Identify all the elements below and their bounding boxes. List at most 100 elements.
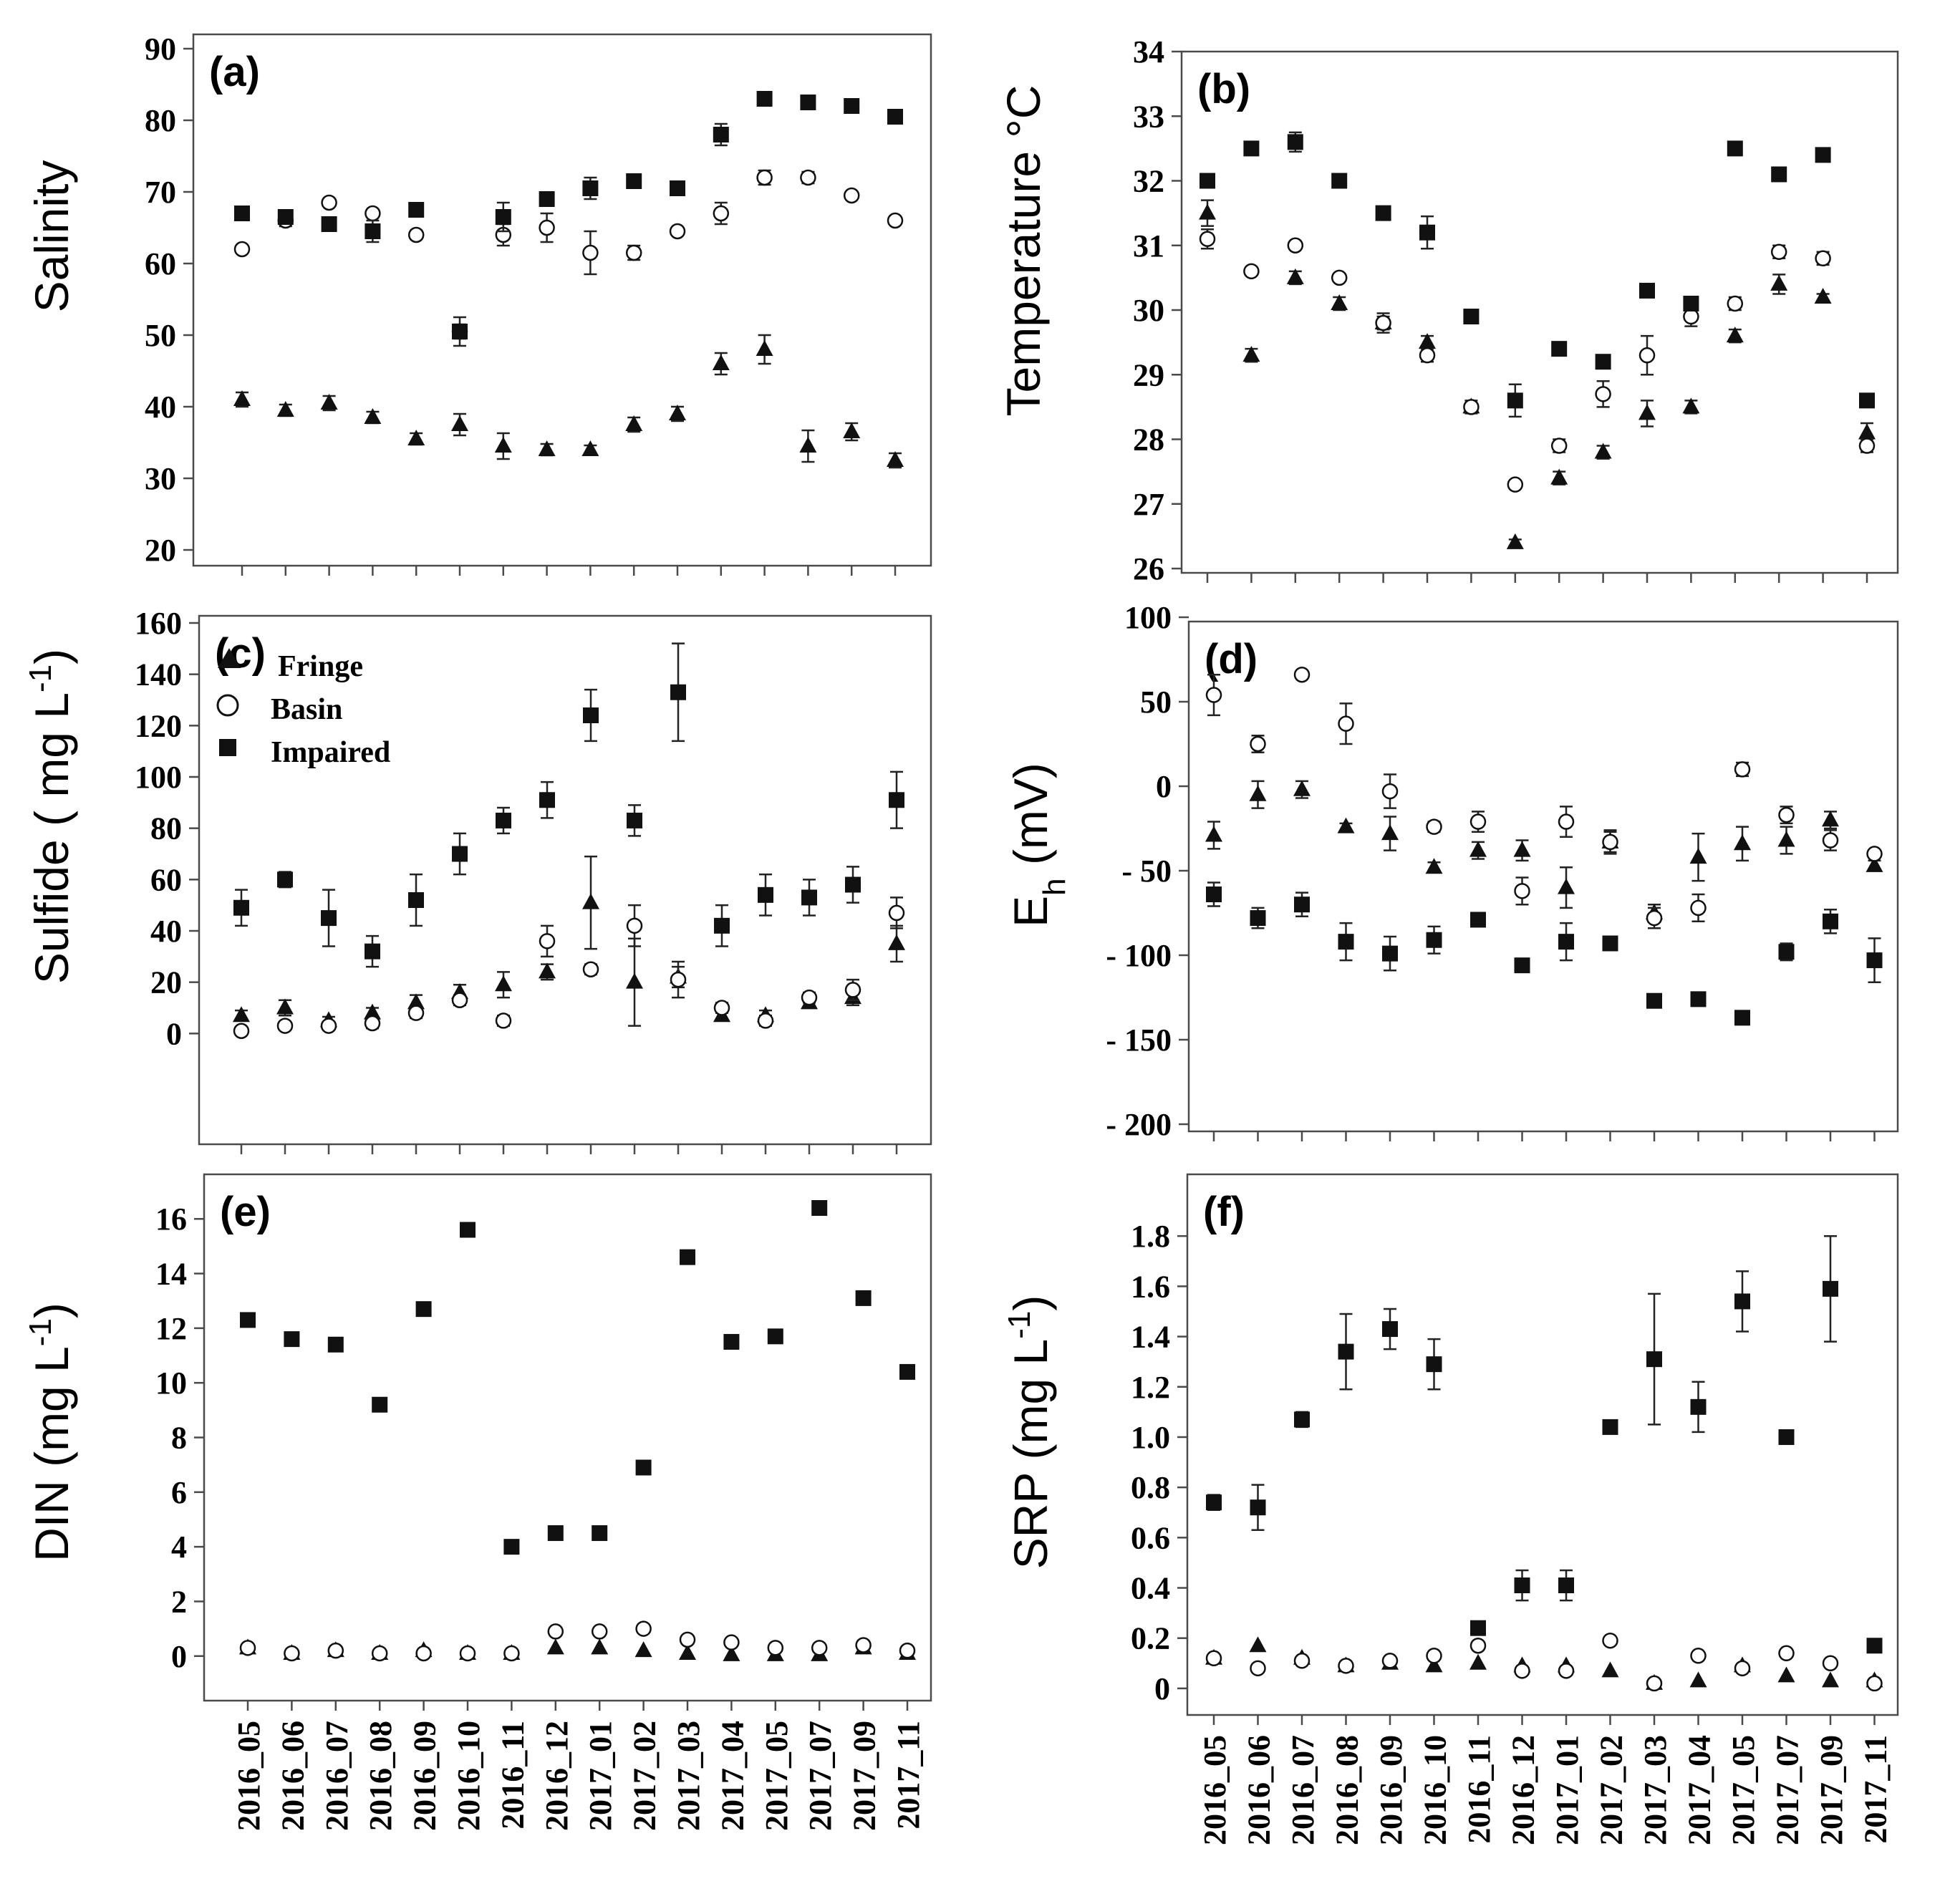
data-point-fringe	[276, 998, 294, 1015]
data-point-impaired	[1206, 886, 1222, 903]
x-tick-label: 2016_07	[319, 1721, 354, 1831]
data-point-basin	[1287, 237, 1304, 253]
series-impaired	[1200, 131, 1875, 418]
data-point-fringe	[1822, 1671, 1839, 1688]
x-tick-label: 2016_06	[1242, 1735, 1277, 1845]
data-point-fringe	[1249, 785, 1267, 801]
y-tick-label: 160	[135, 606, 182, 641]
data-point-impaired	[1734, 1293, 1750, 1310]
y-tick-label: 8	[171, 1421, 187, 1456]
y-tick-label: 50	[1140, 685, 1172, 720]
data-point-fringe	[1822, 811, 1839, 827]
data-point-impaired	[1866, 952, 1883, 969]
data-point-impaired	[1507, 392, 1523, 409]
data-point-impaired	[635, 1459, 652, 1476]
data-point-impaired	[723, 1333, 740, 1350]
data-point-basin	[1858, 438, 1876, 454]
y-tick-label: 14	[155, 1257, 187, 1292]
data-point-basin	[1205, 687, 1222, 703]
data-point-basin	[1734, 1660, 1751, 1677]
panel-frame	[1187, 620, 1899, 1133]
data-point-basin	[503, 1645, 520, 1662]
data-point-basin	[364, 1015, 381, 1032]
data-point-impaired	[1727, 140, 1743, 157]
series-impaired	[1206, 1234, 1883, 1654]
y-tick-label: 140	[135, 657, 182, 692]
data-point-basin	[591, 1623, 608, 1640]
data-point-basin	[1734, 761, 1751, 778]
data-point-basin	[459, 1645, 476, 1662]
data-point-fringe	[1777, 1666, 1795, 1683]
data-point-impaired	[626, 173, 642, 189]
data-point-fringe	[1419, 333, 1436, 349]
data-point-impaired	[1778, 1429, 1795, 1445]
data-point-basin	[1638, 347, 1656, 364]
x-tick-label: 2017_03	[671, 1721, 706, 1831]
data-point-basin	[1822, 1655, 1839, 1672]
data-point-fringe	[495, 975, 512, 992]
data-point-basin	[811, 1640, 828, 1656]
x-tick-label: 2016_09	[1374, 1735, 1409, 1845]
data-point-basin	[1381, 1653, 1399, 1669]
x-tick-label: 2016_10	[1418, 1735, 1453, 1845]
panel-frame	[203, 1173, 932, 1702]
x-tick-label: 2017_04	[715, 1721, 750, 1831]
y-tick-label: 30	[1133, 293, 1164, 328]
x-tick-label: 2017_09	[847, 1721, 882, 1831]
data-point-basin	[1507, 476, 1524, 493]
data-point-impaired	[1250, 1499, 1266, 1516]
data-point-basin	[1727, 295, 1744, 312]
data-point-basin	[1866, 1675, 1883, 1692]
data-point-fringe	[1425, 1656, 1443, 1673]
y-tick-label: 0.2	[1131, 1621, 1170, 1656]
data-point-basin	[1690, 1648, 1707, 1664]
series-fringe	[233, 334, 904, 469]
y-tick-label: 1.8	[1131, 1219, 1170, 1254]
data-point-impaired	[1206, 1494, 1222, 1511]
data-point-basin	[1469, 1637, 1487, 1654]
data-point-impaired	[1778, 944, 1795, 960]
y-tick-label: 12	[155, 1311, 187, 1346]
data-point-fringe	[1726, 327, 1744, 343]
series-basin	[233, 897, 905, 1039]
data-point-basin	[1866, 846, 1883, 862]
data-point-impaired	[1200, 173, 1215, 189]
data-point-basin	[233, 1023, 250, 1039]
data-point-basin	[1250, 1660, 1266, 1677]
data-point-fringe	[799, 437, 817, 453]
data-point-fringe	[1550, 468, 1568, 485]
data-point-impaired	[889, 792, 904, 808]
data-point-impaired	[1287, 134, 1303, 150]
data-point-basin	[801, 989, 818, 1006]
y-tick-label: 34	[1133, 34, 1164, 69]
data-point-impaired	[460, 1222, 476, 1238]
data-point-basin	[321, 194, 337, 211]
y-tick-label: 26	[1133, 551, 1164, 586]
data-point-basin	[1822, 832, 1839, 849]
data-point-basin	[1558, 813, 1575, 830]
data-point-basin	[844, 982, 862, 998]
y-tick-label: 0.8	[1131, 1470, 1170, 1505]
data-point-basin	[415, 1645, 432, 1662]
panel-b: (b) 26 27 28 29 30 31 32 33 34 Temperature °C	[997, 34, 1899, 586]
y-tick-label: 60	[145, 246, 176, 281]
data-point-fringe	[1199, 203, 1216, 220]
y-tick-label: 1.0	[1131, 1420, 1170, 1455]
y-tick-label: 0	[1154, 1671, 1170, 1706]
data-point-impaired	[365, 223, 381, 239]
data-point-fringe	[546, 1638, 564, 1655]
panel-frame	[1186, 1173, 1899, 1716]
x-tick-label: 2016_10	[451, 1721, 486, 1831]
x-tick-label: 2016_08	[363, 1721, 398, 1831]
data-point-basin	[1250, 735, 1266, 753]
data-point-fringe	[723, 1645, 740, 1661]
legend-basin-label: Basin	[271, 693, 342, 726]
data-point-impaired	[582, 180, 599, 196]
data-point-impaired	[855, 1290, 872, 1306]
data-point-fringe	[1777, 831, 1795, 847]
y-axis-label: DIN (mg L-1)	[23, 1303, 79, 1562]
data-point-basin	[1338, 715, 1354, 732]
panel-c: (c) 0 20 40 60 80 100 120 140 160 Sulfide ( mg L-1…	[23, 606, 932, 1154]
data-point-impaired	[1690, 991, 1707, 1007]
data-point-basin	[723, 1634, 740, 1651]
